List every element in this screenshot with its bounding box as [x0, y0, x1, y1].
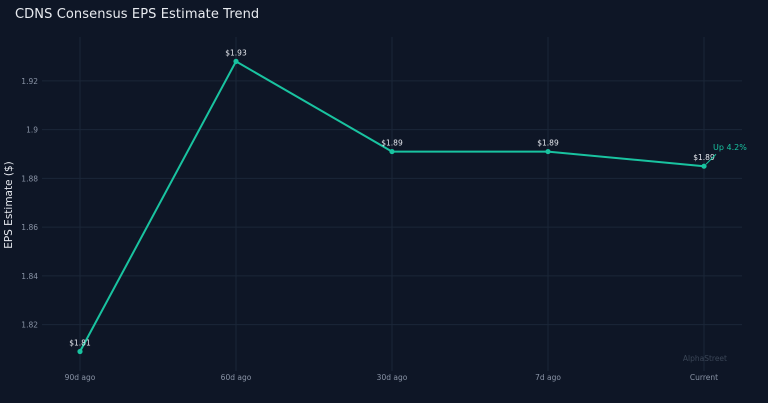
x-tick-label: 90d ago: [65, 373, 96, 382]
grid: [42, 37, 742, 371]
annotation-group: Up 4.2%: [705, 143, 747, 165]
data-label: $1.93: [225, 48, 247, 57]
data-points: [77, 58, 707, 355]
y-axis-label: EPS Estimate ($): [3, 161, 15, 249]
data-point: [77, 348, 83, 355]
data-label: $1.89: [693, 153, 715, 162]
y-tick-label: 1.86: [21, 223, 38, 232]
data-point: [701, 163, 707, 169]
data-point: [233, 58, 239, 64]
y-tick-label: 1.92: [21, 77, 38, 86]
x-tick-label: 30d ago: [377, 373, 408, 382]
annotation-arrow: [705, 153, 717, 165]
y-tick-label: 1.88: [21, 174, 38, 183]
annotation-label: Up 4.2%: [713, 143, 747, 152]
y-tick-label: 1.84: [21, 272, 38, 281]
chart-title: CDNS Consensus EPS Estimate Trend: [15, 7, 260, 22]
y-tick-label: 1.9: [26, 126, 38, 135]
data-point: [389, 148, 395, 155]
data-label: $1.89: [537, 139, 559, 148]
x-tick-label: 60d ago: [221, 373, 252, 382]
x-tick-label: 7d ago: [535, 373, 561, 382]
data-labels: $1.81 $1.93 $1.89 $1.89 $1.89: [69, 48, 715, 347]
data-label: $1.81: [69, 338, 91, 347]
y-tick-label: 1.82: [21, 321, 38, 330]
watermark: AlphaStreet: [683, 354, 727, 363]
x-tick-label: Current: [690, 373, 718, 382]
data-point: [545, 148, 551, 155]
axes: 1.82 1.84 1.86 1.88 1.9 1.92 90d ago 60d ago 30d…: [21, 77, 718, 382]
data-label: $1.89: [381, 139, 403, 148]
